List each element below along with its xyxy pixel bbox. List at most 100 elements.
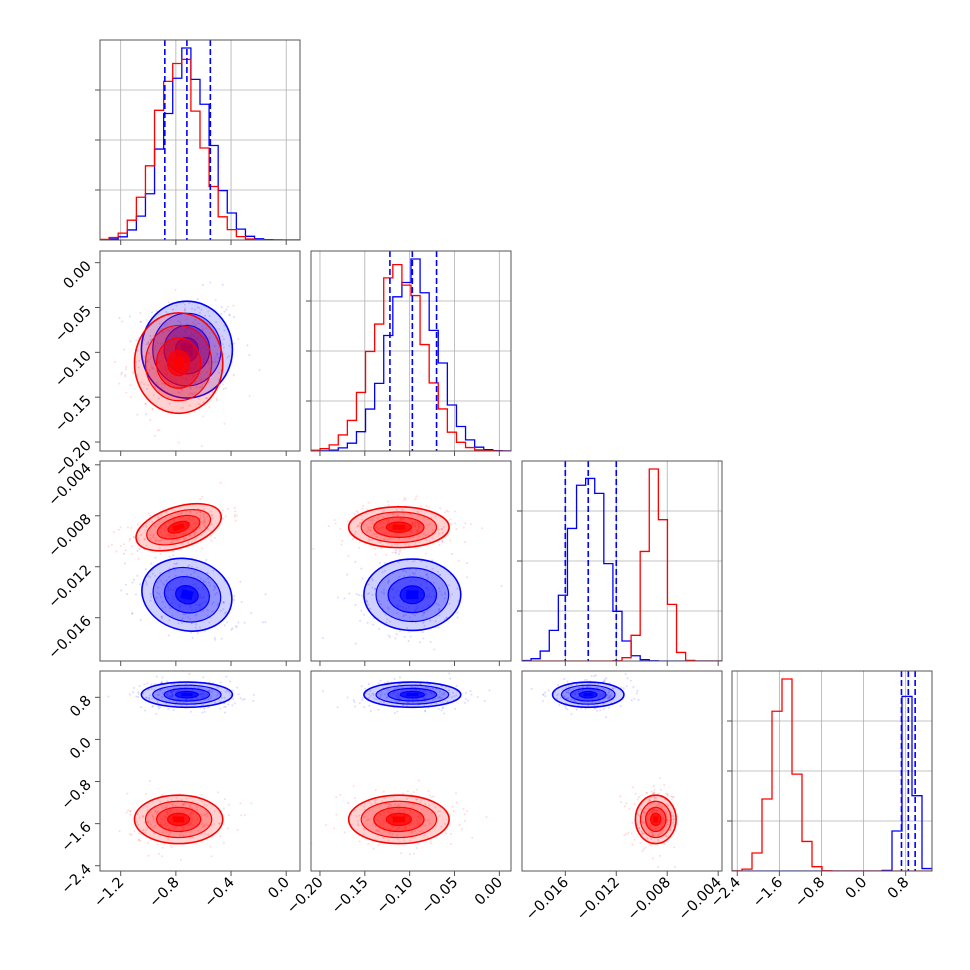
sample-point — [646, 837, 649, 840]
sample-point — [449, 842, 452, 845]
sample-point — [431, 559, 434, 562]
sample-point — [661, 825, 664, 828]
sample-point — [194, 608, 197, 611]
density-peak — [406, 590, 419, 600]
sample-point — [609, 694, 612, 697]
sample-point — [181, 389, 184, 392]
sample-point — [410, 522, 413, 525]
sample-point — [202, 610, 205, 613]
sample-point — [146, 808, 149, 811]
sample-point — [643, 811, 646, 814]
panel-0-0 — [95, 39, 301, 245]
sample-point — [367, 842, 370, 845]
sample-point — [439, 810, 442, 813]
sample-point — [394, 551, 397, 554]
sample-point — [379, 813, 382, 816]
sample-point — [191, 528, 194, 531]
sample-point — [154, 574, 157, 577]
sample-point — [202, 327, 205, 330]
sample-point — [544, 691, 547, 694]
sample-point — [219, 609, 222, 612]
sample-point — [665, 812, 668, 815]
sample-point — [120, 371, 123, 374]
sample-point — [573, 699, 576, 702]
sample-point — [438, 587, 441, 590]
sample-point — [178, 346, 181, 349]
sample-point — [456, 611, 459, 614]
sample-point — [210, 539, 213, 542]
sample-point — [655, 809, 658, 812]
sample-point — [182, 532, 185, 535]
sample-point — [626, 677, 629, 680]
sample-point — [653, 811, 656, 814]
density-peak — [392, 816, 406, 823]
sample-point — [168, 567, 171, 570]
sample-point — [454, 707, 457, 710]
sample-point — [194, 521, 197, 524]
sample-point — [232, 304, 235, 307]
sample-point — [223, 612, 226, 615]
sample-point — [118, 316, 121, 319]
sample-point — [199, 517, 202, 520]
sample-point — [334, 522, 337, 525]
sample-point — [430, 811, 433, 814]
sample-point — [191, 697, 194, 700]
sample-point — [601, 695, 604, 698]
sample-point — [195, 613, 198, 616]
sample-point — [147, 512, 150, 515]
sample-point — [180, 810, 183, 813]
sample-point — [410, 688, 413, 691]
sample-point — [135, 695, 138, 698]
sample-point — [157, 361, 160, 364]
sample-point — [188, 404, 191, 407]
sample-point — [400, 508, 403, 511]
sample-point — [408, 839, 411, 842]
sample-point — [159, 689, 162, 692]
sample-point — [215, 328, 218, 331]
sample-point — [443, 693, 446, 696]
sample-point — [386, 606, 389, 609]
sample-point — [135, 821, 138, 824]
sample-point — [166, 344, 169, 347]
sample-point — [355, 510, 358, 513]
sample-point — [118, 382, 121, 385]
sample-point — [160, 539, 163, 542]
sample-point — [199, 511, 202, 514]
sample-point — [150, 311, 153, 314]
sample-point — [203, 512, 206, 515]
sample-point — [156, 701, 159, 704]
sample-point — [180, 621, 183, 624]
sample-point — [203, 335, 206, 338]
panel-content — [522, 461, 722, 661]
sample-point — [392, 596, 395, 599]
sample-point — [437, 609, 440, 612]
sample-point — [430, 796, 433, 799]
sample-point — [165, 579, 168, 582]
sample-point — [426, 595, 429, 598]
sample-point — [396, 686, 399, 689]
sample-point — [191, 334, 194, 337]
sample-point — [348, 592, 351, 595]
density-peak — [583, 693, 593, 697]
sample-point — [409, 689, 412, 692]
sample-point — [191, 340, 194, 343]
sample-point — [159, 514, 162, 517]
sample-point — [152, 394, 155, 397]
sample-point — [155, 309, 158, 312]
sample-point — [570, 684, 573, 687]
sample-point — [633, 838, 636, 841]
sample-point — [434, 687, 437, 690]
sample-point — [145, 544, 148, 547]
sample-point — [139, 534, 142, 537]
sample-point — [354, 642, 357, 645]
sample-point — [646, 792, 649, 795]
sample-point — [182, 834, 185, 837]
sample-point — [361, 698, 364, 701]
sample-point — [171, 308, 174, 311]
sample-point — [412, 525, 415, 528]
sample-point — [368, 539, 371, 542]
density-peak — [653, 816, 659, 823]
sample-point — [661, 805, 664, 808]
sample-point — [188, 512, 191, 515]
sample-point — [115, 550, 118, 553]
